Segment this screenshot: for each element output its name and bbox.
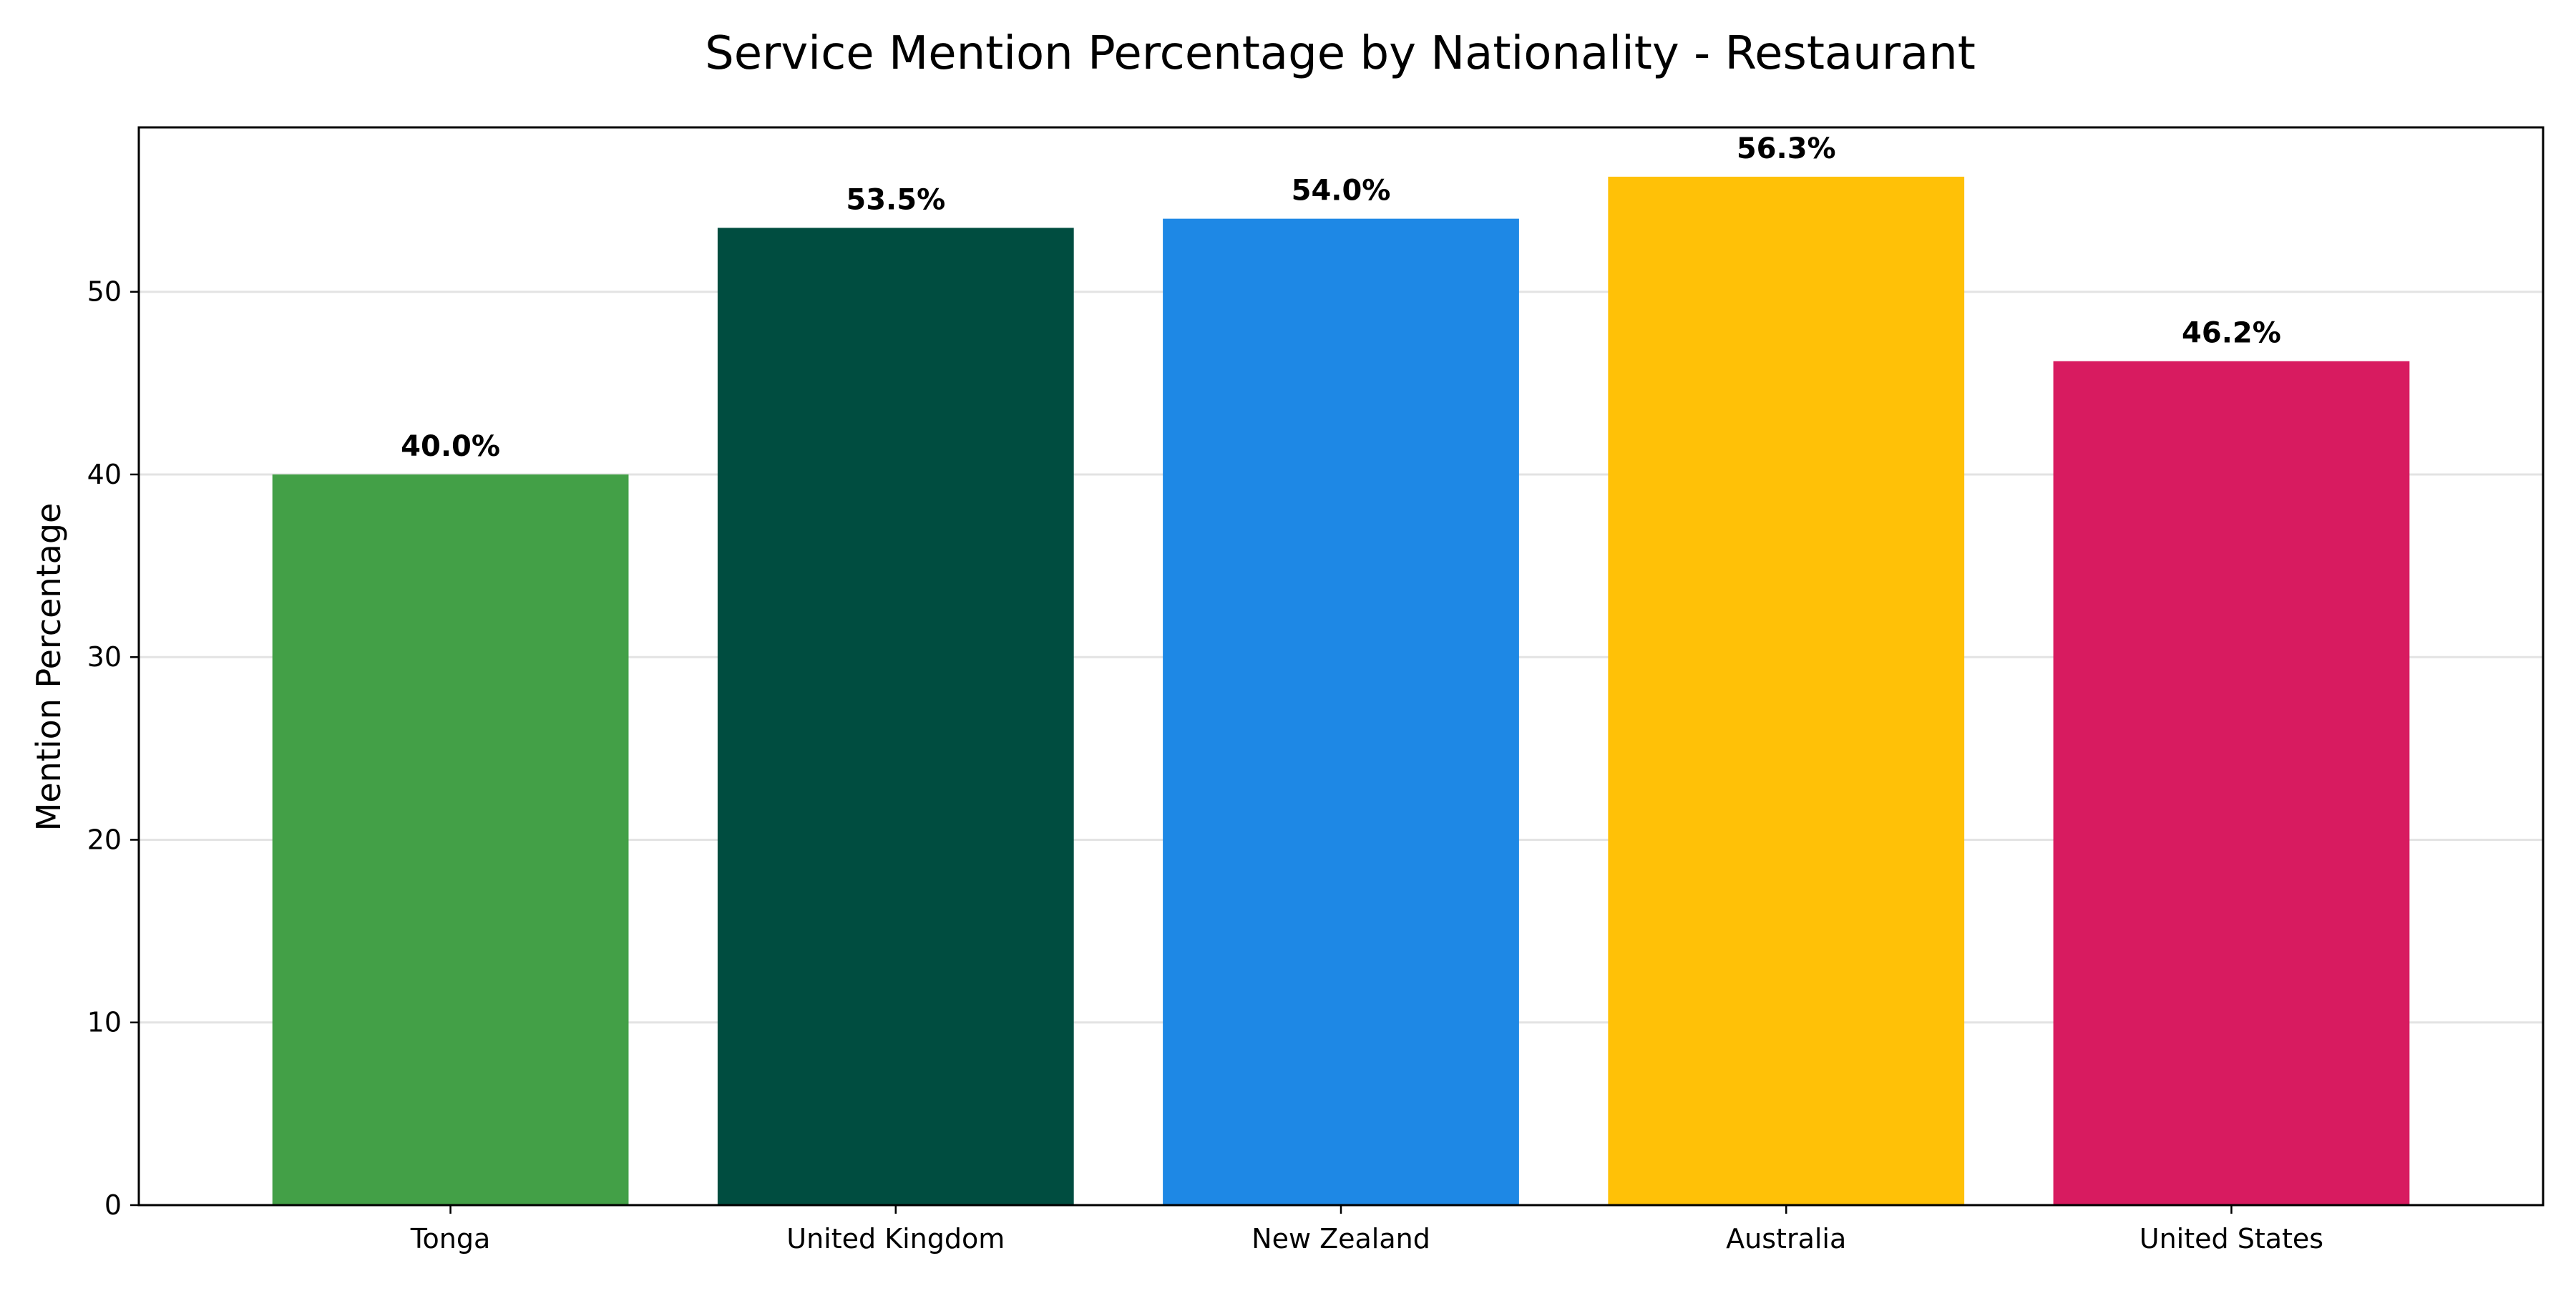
x-tick-label: New Zealand bbox=[1252, 1223, 1430, 1255]
bar-value-label: 54.0% bbox=[1292, 175, 1391, 208]
bar-united-kingdom bbox=[717, 228, 1074, 1205]
y-tick-label: 0 bbox=[104, 1189, 122, 1221]
bars bbox=[272, 176, 2410, 1206]
chart-title: Service Mention Percentage by Nationalit… bbox=[705, 27, 1976, 80]
plot-frame bbox=[137, 126, 2545, 1207]
bar-value-label: 56.3% bbox=[1737, 132, 1836, 165]
bar-tonga bbox=[272, 474, 629, 1205]
y-tick-label: 40 bbox=[87, 459, 122, 490]
bar-united-states bbox=[2053, 361, 2410, 1205]
y-tick-label: 20 bbox=[87, 824, 122, 855]
bar-value-label: 40.0% bbox=[401, 430, 500, 463]
bar-australia bbox=[1608, 176, 1965, 1205]
x-tick-label: United Kingdom bbox=[786, 1223, 1005, 1255]
x-tick-label: Tonga bbox=[410, 1223, 491, 1255]
y-tick-label: 10 bbox=[87, 1007, 122, 1038]
y-axis-title: Mention Percentage bbox=[29, 503, 68, 832]
bar-value-label: 46.2% bbox=[2182, 317, 2281, 350]
y-tick-label: 50 bbox=[87, 276, 122, 308]
axes: 0 10 20 30 40 50 Tonga United Kingdom New Zealan… bbox=[87, 126, 2545, 1255]
y-tick-label: 30 bbox=[87, 641, 122, 673]
x-tick-label: Australia bbox=[1726, 1223, 1846, 1255]
bar-value-label: 53.5% bbox=[846, 183, 945, 216]
bar-value-labels: 40.0% 53.5% 54.0% 56.3% 46.2% bbox=[401, 132, 2281, 463]
bar-new-zealand bbox=[1163, 218, 1519, 1206]
x-tick-label: United States bbox=[2140, 1223, 2323, 1255]
